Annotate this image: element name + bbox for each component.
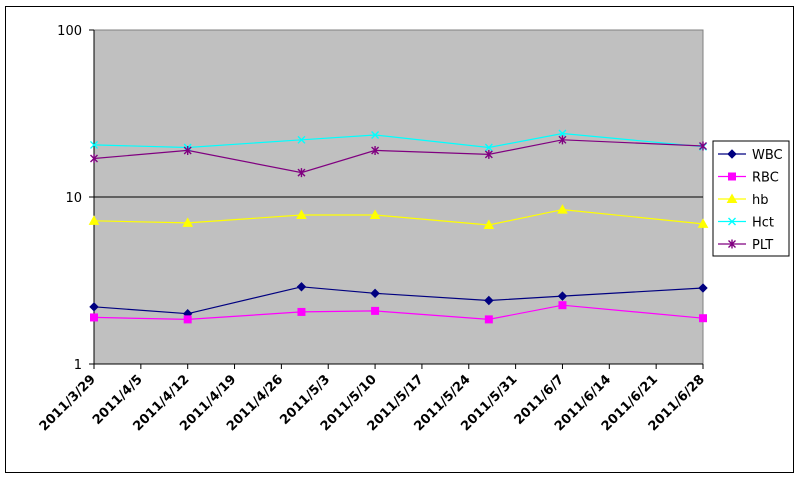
data-point-plt [371, 145, 380, 155]
legend-marker [727, 149, 737, 159]
data-point-wbc [89, 302, 99, 312]
data-point-wbc [557, 291, 568, 301]
data-point-rbc [558, 301, 567, 310]
x-tick-label: 2011/3/29 [37, 372, 99, 434]
legend-label: RBC [752, 171, 779, 186]
data-point-wbc [370, 288, 380, 299]
data-point-wbc [484, 295, 494, 306]
data-point-plt [699, 141, 707, 151]
legend: WBC RBC hb Hct PLT [712, 140, 790, 257]
y-tick-label: 10 [65, 191, 82, 206]
data-point-rbc [183, 315, 192, 324]
legend-item-wbc: WBC [718, 148, 783, 163]
legend-marker [728, 239, 736, 249]
data-point-wbc [698, 283, 708, 293]
legend-label: PLT [752, 238, 773, 253]
data-point-rbc [297, 307, 306, 316]
legend-marker [726, 193, 738, 203]
data-point-wbc [296, 282, 307, 292]
data-point-plt [297, 168, 306, 178]
legend-marker [728, 172, 736, 181]
series-hb [88, 204, 709, 229]
data-point-hb [697, 218, 709, 228]
y-tick-label: 1 [74, 358, 82, 373]
data-point-hct [558, 129, 567, 138]
y-tick-label: 100 [57, 24, 82, 39]
data-point-rbc [699, 314, 707, 323]
data-point-hb [369, 209, 381, 220]
data-point-rbc [90, 313, 98, 322]
series-rbc [90, 301, 707, 324]
legend-item-rbc: RBC [718, 171, 779, 186]
data-point-hct [371, 131, 380, 140]
legend-item-hct: Hct [718, 216, 774, 231]
data-point-rbc [371, 306, 380, 315]
data-point-plt [484, 149, 493, 159]
data-point-plt [558, 135, 567, 145]
data-point-plt [183, 145, 192, 155]
data-point-hb [557, 204, 568, 214]
y-axis-labels: 1 10 100 [57, 24, 82, 373]
data-point-hb [296, 209, 307, 220]
legend-label: hb [752, 193, 769, 208]
legend-item-hb: hb [718, 193, 769, 208]
legend-label: WBC [752, 148, 783, 163]
data-point-hct [90, 140, 98, 149]
data-point-rbc [484, 315, 493, 324]
data-point-hb [182, 217, 194, 227]
series-group [88, 129, 709, 324]
legend-marker [728, 217, 736, 226]
series-plt [90, 135, 707, 178]
legend-label: Hct [752, 216, 774, 231]
data-point-hb [88, 215, 100, 225]
data-point-plt [90, 154, 98, 164]
x-axis-labels: 2011/3/292011/4/52011/4/122011/4/192011/… [37, 372, 708, 434]
legend-item-plt: PLT [718, 238, 773, 253]
data-point-hct [484, 143, 493, 152]
data-point-hb [483, 219, 495, 229]
data-point-hct [297, 135, 306, 144]
